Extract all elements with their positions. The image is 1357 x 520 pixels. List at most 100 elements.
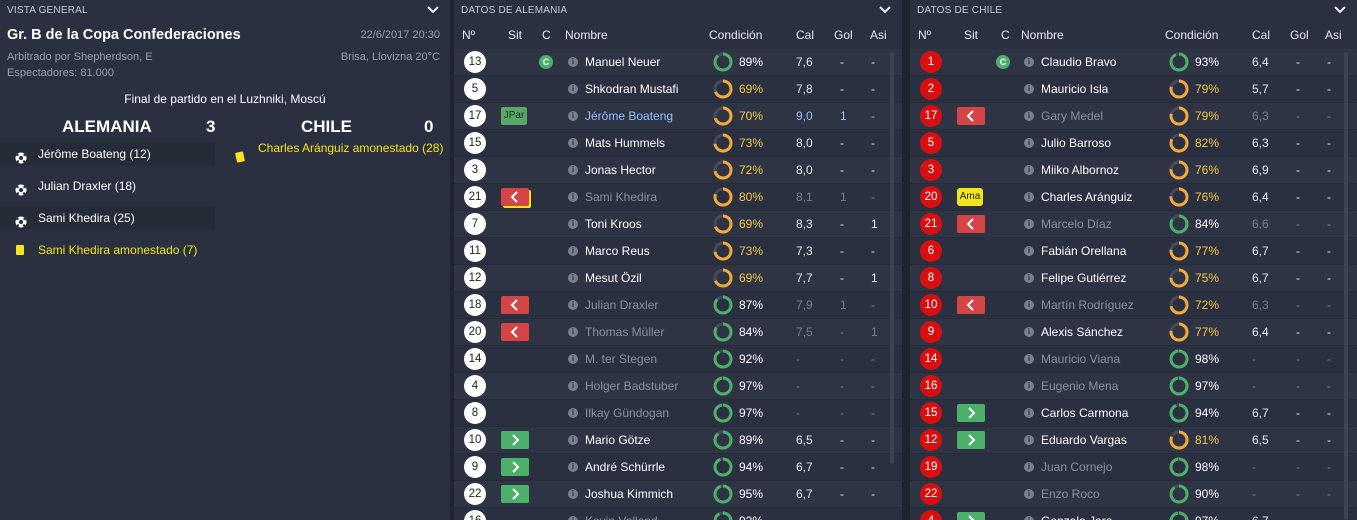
info-icon[interactable]: i xyxy=(568,111,578,121)
info-icon[interactable]: i xyxy=(568,327,578,337)
info-icon[interactable]: i xyxy=(568,408,578,418)
player-name[interactable]: Mauricio Isla xyxy=(1041,82,1109,96)
info-icon[interactable]: i xyxy=(568,192,578,202)
player-row[interactable]: 12 i Eduardo Vargas 81% 6,5 - - xyxy=(910,427,1357,454)
player-name[interactable]: Claudio Bravo xyxy=(1041,55,1117,69)
player-row[interactable]: 15 i Mats Hummels 73% 8,0 - - xyxy=(454,130,902,157)
info-icon[interactable]: i xyxy=(568,57,578,67)
info-icon[interactable]: i xyxy=(1024,84,1034,94)
player-row[interactable]: 21 i Marcelo Díaz 84% 6,6 - - xyxy=(910,211,1357,238)
home-team-name[interactable]: ALEMANIA xyxy=(62,117,152,136)
player-name[interactable]: Eduardo Vargas xyxy=(1041,433,1127,447)
info-icon[interactable]: i xyxy=(1024,435,1034,445)
col-cal[interactable]: Cal xyxy=(1252,28,1271,42)
col-asi[interactable]: Asi xyxy=(1325,28,1342,42)
player-name[interactable]: Martín Rodríguez xyxy=(1041,298,1134,312)
player-name[interactable]: Manuel Neuer xyxy=(585,55,661,69)
player-name[interactable]: Holger Badstuber xyxy=(585,379,679,393)
player-name[interactable]: Gary Medel xyxy=(1041,109,1104,123)
player-name[interactable]: Joshua Kimmich xyxy=(585,487,674,501)
col-cal[interactable]: Cal xyxy=(796,28,815,42)
col-num[interactable]: Nº xyxy=(462,28,476,42)
player-name[interactable]: Shkodran Mustafi xyxy=(585,82,679,96)
player-row[interactable]: 14 i Mauricio Viana 98% - - - xyxy=(910,346,1357,373)
player-name[interactable]: Alexis Sánchez xyxy=(1041,325,1124,339)
info-icon[interactable]: i xyxy=(568,300,578,310)
player-row[interactable]: 5 i Shkodran Mustafi 69% 7,8 - - xyxy=(454,76,902,103)
info-icon[interactable]: i xyxy=(1024,462,1034,472)
player-row[interactable]: 8 i Ilkay Gündogan 97% - - - xyxy=(454,400,902,427)
player-row[interactable]: 5 i Julio Barroso 82% 6,3 - - xyxy=(910,130,1357,157)
col-sit[interactable]: Sit xyxy=(964,28,979,42)
player-row[interactable]: 12 i Mesut Özil 69% 7,7 - 1 xyxy=(454,265,902,292)
player-name[interactable]: Mauricio Viana xyxy=(1041,352,1121,366)
player-name[interactable]: Ilkay Gündogan xyxy=(585,406,670,420)
info-icon[interactable]: i xyxy=(1024,273,1034,283)
player-row[interactable]: 22 i Enzo Roco 90% - - - xyxy=(910,481,1357,508)
player-name[interactable]: Enzo Roco xyxy=(1041,487,1100,501)
col-cond[interactable]: Condición xyxy=(1165,28,1219,42)
info-icon[interactable]: i xyxy=(568,516,578,520)
player-name[interactable]: Jérôme Boateng xyxy=(585,109,674,123)
player-name[interactable]: Julio Barroso xyxy=(1041,136,1112,150)
player-name[interactable]: Marcelo Díaz xyxy=(1041,217,1112,231)
info-icon[interactable]: i xyxy=(1024,192,1034,202)
info-icon[interactable]: i xyxy=(568,138,578,148)
player-row[interactable]: 4 i Gonzalo Jara 97% 6,7 - - xyxy=(910,508,1357,520)
col-name[interactable]: Nombre xyxy=(1021,28,1064,42)
player-row[interactable]: 11 i Marco Reus 73% 7,3 - - xyxy=(454,238,902,265)
chevron-down-icon[interactable] xyxy=(878,3,892,17)
chevron-down-icon[interactable] xyxy=(426,3,440,17)
info-icon[interactable]: i xyxy=(1024,408,1034,418)
player-row[interactable]: 7 i Toni Kroos 69% 8,3 - 1 xyxy=(454,211,902,238)
player-name[interactable]: Eugenio Mena xyxy=(1041,379,1119,393)
player-row[interactable]: 19 i Juan Cornejo 98% - - - xyxy=(910,454,1357,481)
info-icon[interactable]: i xyxy=(568,489,578,499)
player-row[interactable]: 20 Ama i Charles Aránguiz 76% 6,4 - - xyxy=(910,184,1357,211)
col-gol[interactable]: Gol xyxy=(1290,28,1309,42)
player-name[interactable]: Juan Cornejo xyxy=(1041,460,1113,474)
player-name[interactable]: Jonas Hector xyxy=(585,163,656,177)
info-icon[interactable]: i xyxy=(568,219,578,229)
info-icon[interactable]: i xyxy=(1024,300,1034,310)
col-num[interactable]: Nº xyxy=(918,28,932,42)
player-row[interactable]: 15 i Carlos Carmona 94% 6,7 - - xyxy=(910,400,1357,427)
player-name[interactable]: Gonzalo Jara xyxy=(1041,508,1112,520)
info-icon[interactable]: i xyxy=(1024,138,1034,148)
player-name[interactable]: Mats Hummels xyxy=(585,136,666,150)
player-row[interactable]: 9 i Alexis Sánchez 77% 6,4 - - xyxy=(910,319,1357,346)
info-icon[interactable]: i xyxy=(568,273,578,283)
col-asi[interactable]: Asi xyxy=(870,28,887,42)
scrollbar[interactable] xyxy=(1344,52,1348,520)
player-row[interactable]: 4 i Holger Badstuber 97% - - - xyxy=(454,373,902,400)
col-cap[interactable]: C xyxy=(542,28,551,42)
player-row[interactable]: 2 i Mauricio Isla 79% 5,7 - - xyxy=(910,76,1357,103)
player-name[interactable]: Fabián Orellana xyxy=(1041,244,1127,258)
player-name[interactable]: Carlos Carmona xyxy=(1041,406,1129,420)
player-row[interactable]: 21 i Sami Khedira 80% 8,1 1 - xyxy=(454,184,902,211)
player-row[interactable]: 17 i Gary Medel 79% 6,3 - - xyxy=(910,103,1357,130)
scrollbar[interactable] xyxy=(890,52,894,464)
info-icon[interactable]: i xyxy=(1024,327,1034,337)
col-cond[interactable]: Condición xyxy=(709,28,763,42)
player-row[interactable]: 9 i André Schürrle 94% 6,7 - - xyxy=(454,454,902,481)
player-row[interactable]: 6 i Fabián Orellana 77% 6,7 - - xyxy=(910,238,1357,265)
info-icon[interactable]: i xyxy=(568,435,578,445)
info-icon[interactable]: i xyxy=(1024,489,1034,499)
away-team-name[interactable]: CHILE xyxy=(301,117,352,136)
player-row[interactable]: 3 i Jonas Hector 72% 8,0 - - xyxy=(454,157,902,184)
info-icon[interactable]: i xyxy=(1024,111,1034,121)
info-icon[interactable]: i xyxy=(1024,381,1034,391)
player-name[interactable]: Kevin Volland xyxy=(585,508,658,520)
player-name[interactable]: Thomas Müller xyxy=(585,325,665,339)
player-row[interactable]: 16 i Eugenio Mena 97% - - - xyxy=(910,373,1357,400)
info-icon[interactable]: i xyxy=(568,381,578,391)
player-row[interactable]: 3 i Miiko Albornoz 76% 6,9 - - xyxy=(910,157,1357,184)
player-row[interactable]: 8 i Felipe Gutiérrez 75% 6,7 - - xyxy=(910,265,1357,292)
col-cap[interactable]: C xyxy=(1001,28,1010,42)
player-row[interactable]: 16 i Kevin Volland 92% - - - xyxy=(454,508,902,520)
player-name[interactable]: Charles Aránguiz xyxy=(1041,190,1133,204)
info-icon[interactable]: i xyxy=(1024,354,1034,364)
player-row[interactable]: 17 JPar i Jérôme Boateng 70% 9,0 1 - xyxy=(454,103,902,130)
